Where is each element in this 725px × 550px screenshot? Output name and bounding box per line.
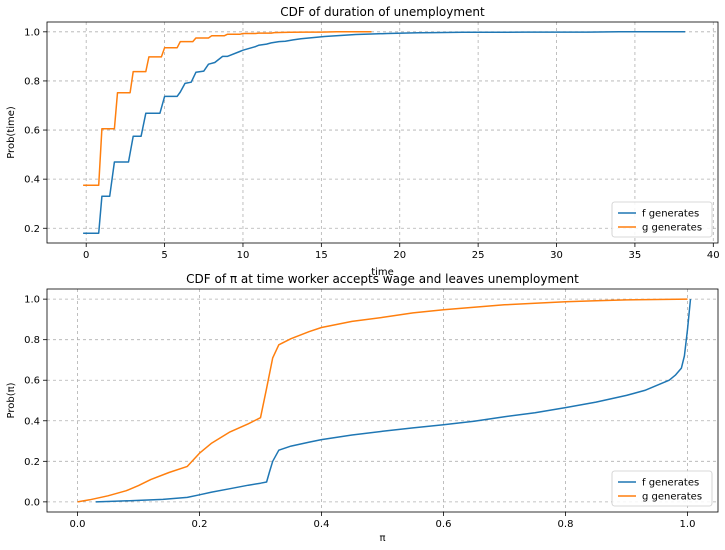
x-tick-label: 0: [83, 250, 89, 261]
axes-frame: [46, 21, 719, 244]
y-tick-label: 0.0: [24, 497, 40, 508]
legend-box: [611, 470, 713, 507]
x-tick-label: 0.4: [314, 519, 330, 530]
y-tick-label: 0.4: [24, 416, 40, 427]
x-axis-label: time: [371, 267, 394, 278]
y-tick-label: 0.8: [24, 335, 40, 346]
y-tick-label: 1.0: [24, 295, 40, 306]
x-tick-label: 0.0: [70, 519, 86, 530]
x-tick-label: 25: [472, 250, 485, 261]
x-tick-label: 0.8: [558, 519, 574, 530]
y-tick-label: 0.2: [24, 224, 40, 235]
legend: f generates g generates: [611, 470, 713, 507]
x-tick-label: 40: [707, 250, 720, 261]
x-tick-label: 30: [550, 250, 563, 261]
y-tick-label: 0.2: [24, 457, 40, 468]
series-line-f-generates: [83, 31, 686, 234]
x-tick-label: 1.0: [680, 519, 696, 530]
axes-frame: [46, 288, 719, 513]
x-tick-label: 20: [393, 250, 406, 261]
legend-box: [611, 201, 713, 238]
legend-label: f generates: [642, 478, 699, 489]
x-tick-label: 10: [237, 250, 250, 261]
chart-2: 0.0 0.2 0.4 0.6 0.8 1.0 0.0 0.2 0.4 0.6 0.8 1.0 CDF …: [6, 272, 719, 544]
y-axis-label: Prob(time): [6, 106, 17, 159]
y-tick-label: 0.6: [24, 126, 40, 137]
chart-title: CDF of π at time worker accepts wage and…: [186, 272, 579, 286]
y-tick-label: 0.8: [24, 76, 40, 87]
y-tick-label: 1.0: [24, 27, 40, 38]
y-tick-label: 0.6: [24, 376, 40, 387]
x-tick-label: 0.6: [436, 519, 452, 530]
x-tick-label: 5: [161, 250, 167, 261]
legend: f generates g generates: [611, 201, 713, 238]
chart-title: CDF of duration of unemployment: [280, 5, 485, 19]
series-line-g-generates: [83, 31, 372, 187]
chart-1: 0 5 10 15 20 25 30 35 40 0.2 0.4 0.6 0.8 1.0 CDF of du…: [6, 5, 720, 278]
series-line-g-generates: [77, 298, 688, 503]
x-tick-label: 15: [315, 250, 328, 261]
legend-label: g generates: [642, 492, 702, 503]
y-axis-label: Prob(π): [6, 382, 17, 418]
x-axis-label: π: [379, 533, 385, 544]
y-tick-label: 0.4: [24, 175, 40, 186]
series-line-f-generates: [95, 299, 692, 503]
legend-label: f generates: [642, 209, 699, 220]
legend-label: g generates: [642, 223, 702, 234]
x-tick-label: 0.2: [192, 519, 208, 530]
x-tick-label: 35: [629, 250, 642, 261]
